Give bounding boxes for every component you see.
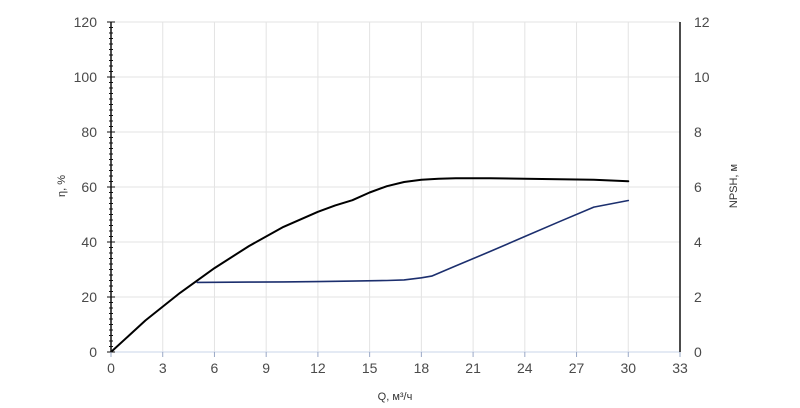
x-tick-label: 33 <box>672 360 688 376</box>
grid <box>111 21 681 352</box>
y-left-tick-label: 60 <box>81 179 97 195</box>
series-layer <box>110 177 630 353</box>
x-tick-label: 15 <box>362 360 378 376</box>
x-tick-label: 21 <box>465 360 481 376</box>
y-left-tick-label: 20 <box>81 289 97 305</box>
efficiency-series-line <box>110 177 630 353</box>
y-right-tick-label: 2 <box>694 289 702 305</box>
y-right-tick-label: 8 <box>694 124 702 140</box>
y-right-axis-title: NPSH, м <box>728 164 740 208</box>
x-axis-title: Q, м³/ч <box>378 391 413 403</box>
y-left-axis-title: η, % <box>56 175 68 197</box>
x-tick-label: 9 <box>262 360 270 376</box>
axes <box>107 21 681 357</box>
x-tick-label: 24 <box>517 360 533 376</box>
y-right-tick-label: 12 <box>694 14 710 30</box>
x-tick-label: 12 <box>310 360 326 376</box>
y-left-tick-label: 100 <box>74 69 98 85</box>
y-right-tick-label: 10 <box>694 69 710 85</box>
tick-labels: 0 3 6 9 12 15 18 21 24 27 30 3302040608010012002468… <box>74 14 710 376</box>
y-left-tick-label: 0 <box>89 344 97 360</box>
x-tick-label: 0 <box>107 360 115 376</box>
y-right-tick-label: 0 <box>694 344 702 360</box>
npsh-series-line <box>196 199 630 284</box>
y-right-tick-label: 4 <box>694 234 702 250</box>
x-tick-label: 3 <box>159 360 167 376</box>
y-left-tick-label: 120 <box>74 14 98 30</box>
y-right-tick-label: 6 <box>694 179 702 195</box>
x-tick-label: 18 <box>414 360 430 376</box>
x-tick-label: 30 <box>620 360 636 376</box>
y-left-tick-label: 40 <box>81 234 97 250</box>
y-left-tick-label: 80 <box>81 124 97 140</box>
x-tick-label: 6 <box>211 360 219 376</box>
x-tick-label: 27 <box>569 360 585 376</box>
